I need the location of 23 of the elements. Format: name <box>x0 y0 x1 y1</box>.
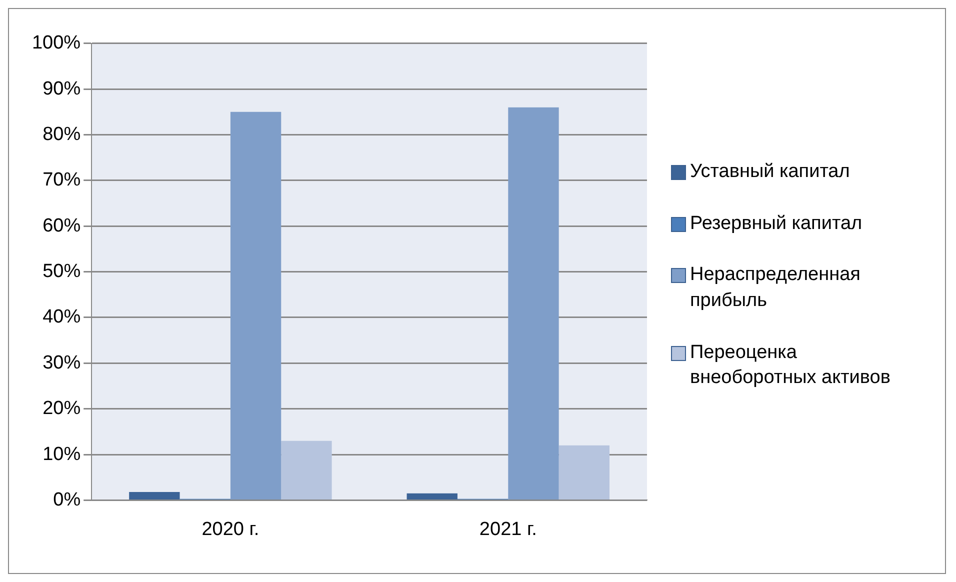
y-tick-label: 10% <box>42 444 81 465</box>
y-tick-label: 70% <box>42 170 81 191</box>
y-tick-label: 30% <box>42 352 81 374</box>
bar <box>508 107 559 500</box>
y-tick-label: 20% <box>42 398 81 420</box>
x-tick-label: 2021 г. <box>479 518 537 540</box>
bar <box>558 445 610 500</box>
legend-label: Резервный капитал <box>690 212 862 236</box>
y-tick-label: 90% <box>42 78 81 100</box>
bar <box>406 493 458 500</box>
legend-label: Нераспределенная прибыль <box>690 263 862 313</box>
y-tick-label: 0% <box>53 489 81 510</box>
legend-label: Уставный капитал <box>690 160 850 184</box>
bar <box>281 440 332 500</box>
bar <box>129 492 180 500</box>
y-tick-label: 40% <box>42 306 81 328</box>
y-tick-label: 50% <box>42 261 81 282</box>
legend-label: Переоценка внеоборотных активов <box>690 340 892 390</box>
x-tick-label: 2020 г. <box>202 518 260 540</box>
y-tick-label: 80% <box>42 124 81 145</box>
bar <box>230 112 282 500</box>
y-tick-label: 100% <box>32 32 81 54</box>
y-tick-label: 60% <box>42 215 81 236</box>
